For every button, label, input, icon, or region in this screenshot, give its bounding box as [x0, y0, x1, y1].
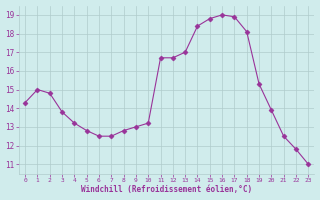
X-axis label: Windchill (Refroidissement éolien,°C): Windchill (Refroidissement éolien,°C) — [81, 185, 252, 194]
